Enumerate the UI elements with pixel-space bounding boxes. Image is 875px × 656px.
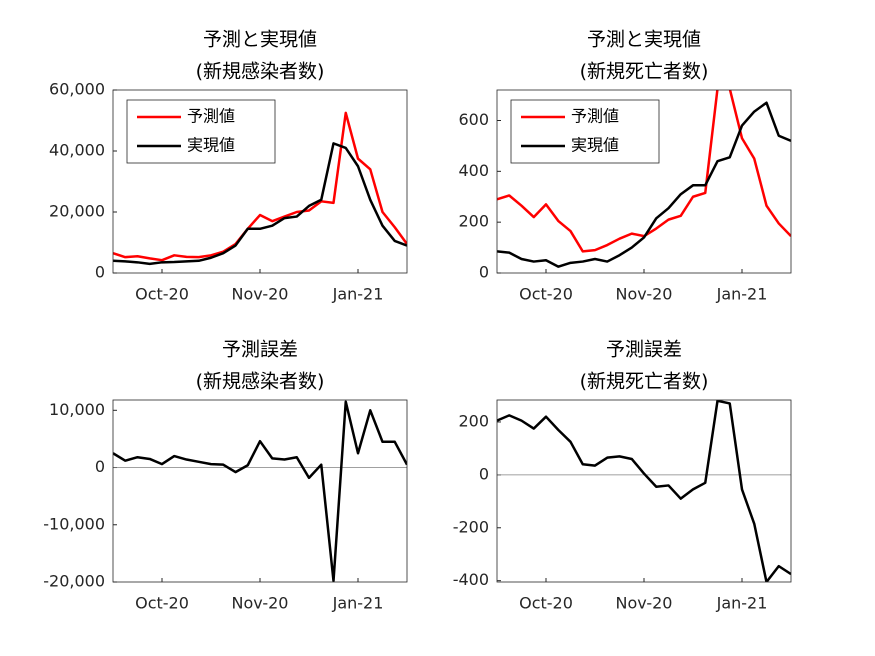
chart-title: 予測誤差: [222, 339, 298, 361]
x-tick-label: Oct-20: [519, 285, 573, 304]
y-tick-label: 0: [479, 263, 489, 282]
chart-title: (新規感染者数): [196, 61, 325, 83]
x-tick-label: Oct-20: [135, 285, 189, 304]
legend-box: [126, 99, 276, 164]
x-tick-label: Nov-20: [232, 285, 289, 304]
x-tick-label: Jan-21: [332, 285, 384, 304]
axes-box: [496, 89, 792, 274]
legend-label: 予測値: [187, 107, 235, 126]
axes: 予測と実現値 (新規感染者数) 0 20,000 40,000 60,000 Oct-20 N…: [49, 29, 408, 304]
y-tick-label: 400: [458, 161, 489, 180]
series-line: [113, 400, 407, 582]
y-tick-label: 60,000: [49, 80, 105, 99]
y-tick-label: 10,000: [49, 400, 105, 419]
axes-box: [112, 399, 408, 583]
chart-title: 予測と実現値: [203, 29, 317, 51]
series-line: [113, 142, 407, 266]
y-tick-label: -20,000: [43, 572, 105, 591]
y-tick-label: 0: [479, 464, 489, 483]
series-line: [113, 111, 407, 262]
axes: 予測と実現値 (新規死亡者数) 0 200 400 600 Oct-20 Nov-20 Jan-…: [458, 29, 792, 304]
chart-title: 予測と実現値: [587, 29, 701, 51]
axes-box: [496, 399, 792, 583]
y-tick-label: -200: [453, 517, 489, 536]
y-tick-label: 0: [95, 457, 105, 476]
chart-title: (新規感染者数): [196, 371, 325, 393]
y-tick-label: 200: [458, 212, 489, 231]
axes-box: [112, 89, 408, 274]
y-tick-label: 200: [458, 411, 489, 430]
legend-label: 予測値: [571, 107, 619, 126]
plot-area: [497, 400, 791, 582]
legend-box: [510, 99, 660, 164]
legend-label: 実現値: [571, 136, 619, 155]
y-tick-label: 600: [458, 110, 489, 129]
x-tick-label: Nov-20: [232, 594, 289, 613]
y-tick-label: 0: [95, 263, 105, 282]
plot-area: [113, 400, 407, 582]
chart-title: (新規死亡者数): [580, 371, 709, 393]
series-line: [497, 400, 791, 582]
y-tick-label: 40,000: [49, 141, 105, 160]
x-tick-label: Oct-20: [519, 594, 573, 613]
x-tick-label: Nov-20: [616, 594, 673, 613]
x-tick-label: Nov-20: [616, 285, 673, 304]
chart-title: 予測誤差: [606, 339, 682, 361]
axes: 予測誤差 (新規感染者数) -20,000 -10,000 0 10,000 Oct-20 N…: [43, 339, 408, 613]
x-tick-label: Oct-20: [135, 594, 189, 613]
legend-label: 実現値: [187, 136, 235, 155]
y-tick-label: 20,000: [49, 202, 105, 221]
axes: 予測誤差 (新規死亡者数) -400 -200 0 200 Oct-20 Nov-20 Jan-…: [453, 339, 792, 613]
x-tick-label: Jan-21: [716, 285, 768, 304]
x-tick-label: Jan-21: [716, 594, 768, 613]
series-line: [497, 101, 791, 268]
y-tick-label: -10,000: [43, 514, 105, 533]
x-tick-label: Jan-21: [332, 594, 384, 613]
y-tick-label: -400: [453, 570, 489, 589]
chart-title: (新規死亡者数): [580, 61, 709, 83]
